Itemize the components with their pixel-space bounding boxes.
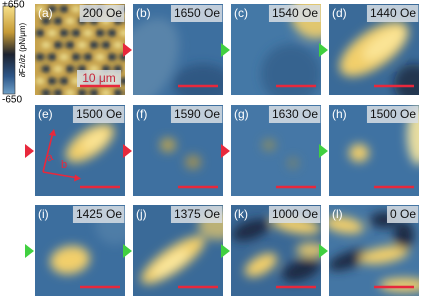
- field-box: [170, 5, 223, 22]
- scale-bar-label: 10 μm: [82, 71, 116, 85]
- field-box: [72, 206, 125, 223]
- field-box: [268, 106, 321, 123]
- field-value: 1375 Oe: [174, 207, 220, 221]
- field-value: 1590 Oe: [174, 107, 220, 121]
- field-value: 1500 Oe: [76, 107, 122, 121]
- transition-arrow: [319, 144, 328, 158]
- panel: [133, 105, 223, 196]
- field-value: 0 Oe: [390, 207, 416, 221]
- field-value: 1000 Oe: [272, 207, 318, 221]
- panel-label: (f): [136, 107, 147, 121]
- field-value: 1650 Oe: [174, 6, 220, 20]
- panel-label: (i): [38, 207, 49, 221]
- transition-arrow: [123, 144, 132, 158]
- field-box: [268, 206, 321, 223]
- panel-label: (c): [234, 6, 248, 20]
- transition-arrow: [319, 244, 328, 258]
- transition-arrow: [25, 244, 34, 258]
- transition-arrow: [123, 43, 132, 57]
- field-value: 1630 Oe: [272, 107, 318, 121]
- field-box: [72, 106, 125, 123]
- field-value: 1440 Oe: [370, 6, 416, 20]
- field-box: [170, 206, 223, 223]
- axis-arrowhead: [49, 129, 81, 182]
- transition-arrow: [319, 43, 328, 57]
- field-box: [268, 5, 321, 22]
- transition-arrow: [221, 43, 230, 57]
- transition-arrow: [25, 144, 34, 158]
- field-value: 1540 Oe: [272, 6, 318, 20]
- panel-label: (d): [332, 6, 347, 20]
- field-box: [79, 5, 125, 22]
- panel-label: (g): [234, 107, 249, 121]
- panel-label: (b): [136, 6, 151, 20]
- axis-arrow: [42, 131, 79, 179]
- panel-label: (h): [332, 107, 347, 121]
- panel-label: (j): [136, 207, 147, 221]
- field-value: 1500 Oe: [370, 107, 416, 121]
- field-box: [386, 206, 419, 223]
- transition-arrow: [221, 244, 230, 258]
- panel-label: (k): [234, 207, 248, 221]
- field-value: 200 Oe: [83, 6, 123, 20]
- field-box: [366, 5, 419, 22]
- axis-label: b: [61, 159, 67, 171]
- axis-label: a: [45, 151, 56, 165]
- field-box: [366, 106, 419, 123]
- colorbar: [2, 5, 16, 95]
- field-value: 1425 Oe: [76, 207, 122, 221]
- colorbar-label: ∂Fz/∂z (pN/μm): [18, 23, 27, 78]
- panel-label: (a): [38, 6, 53, 20]
- colorbar-min: -650: [2, 95, 22, 106]
- panel: [35, 105, 125, 196]
- transition-arrow: [123, 244, 132, 258]
- colorbar-max: +650: [2, 0, 25, 11]
- scale-label-box: [77, 70, 121, 87]
- panel-label: (e): [38, 107, 53, 121]
- transition-arrow: [221, 144, 230, 158]
- panel-label: (l): [332, 207, 343, 221]
- field-box: [170, 106, 223, 123]
